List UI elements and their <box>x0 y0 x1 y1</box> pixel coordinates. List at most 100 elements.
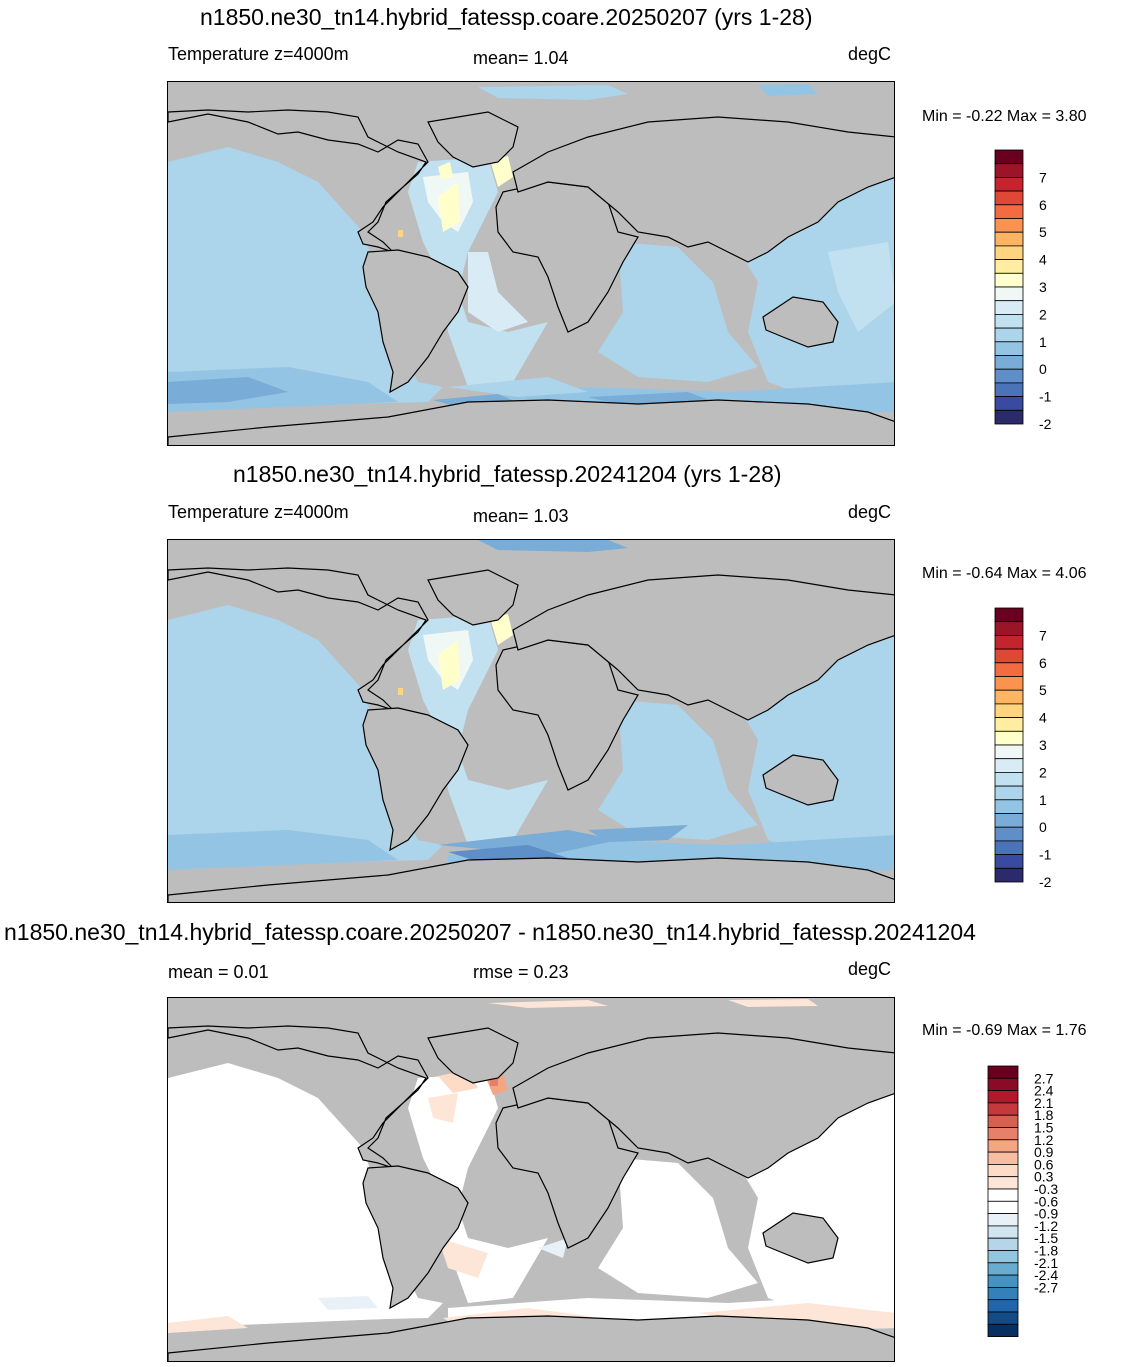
colorbar-tick-label: 3 <box>1039 279 1047 295</box>
colorbar-swatch <box>994 854 1024 869</box>
colorbar-tick-label: -0.9 <box>1034 1206 1058 1222</box>
colorbar-tick-label: 0.3 <box>1034 1169 1054 1185</box>
panel1-title: n1850.ne30_tn14.hybrid_fatessp.coare.202… <box>200 4 813 30</box>
colorbar-swatch <box>987 1225 1019 1239</box>
colorbar-tick-label: -2.1 <box>1034 1255 1058 1271</box>
colorbar-swatch <box>994 204 1024 219</box>
colorbar-tick-label: 4 <box>1039 710 1047 726</box>
panel3-units: degC <box>848 959 892 979</box>
colorbar-swatch <box>987 1090 1019 1104</box>
panel3-map <box>167 997 895 1362</box>
colorbar-tick-label: -2 <box>1039 416 1052 432</box>
colorbar-swatch <box>994 259 1024 274</box>
colorbar-swatch <box>987 1139 1019 1153</box>
colorbar-swatch <box>994 300 1024 315</box>
colorbar-swatch <box>994 149 1024 165</box>
colorbar-swatch <box>987 1114 1019 1128</box>
colorbar-swatch <box>994 409 1024 425</box>
panel3-minmax: Min = -0.69 Max = 1.76 <box>922 1022 1087 1039</box>
panel1-colorbar-svg: 7 6 5 4 3 2 1 0 -1 -2 <box>994 149 1052 432</box>
panel1-field-label: Temperature z=4000m <box>168 44 349 64</box>
colorbar-tick-label: 7 <box>1039 627 1047 643</box>
colorbar-tick-label: 1 <box>1039 334 1047 350</box>
colorbar-tick-label: 0 <box>1039 361 1047 377</box>
colorbar-swatch <box>994 676 1024 691</box>
colorbar-swatch <box>987 1176 1019 1190</box>
colorbar-swatch <box>987 1237 1019 1251</box>
colorbar-tick-label: 2.1 <box>1034 1095 1054 1111</box>
colorbar-swatch <box>994 190 1024 206</box>
panel2-units: degC <box>848 502 892 522</box>
colorbar-tick-label: 3 <box>1039 737 1047 753</box>
colorbar-tick-label: 7 <box>1039 169 1047 185</box>
colorbar-swatch <box>994 218 1024 233</box>
panel1-units: degC <box>848 44 892 64</box>
colorbar-swatch <box>994 286 1024 302</box>
panel1-colorbar: 7 6 5 4 3 2 1 0 -1 -2 <box>994 149 1065 440</box>
colorbar-swatch <box>994 313 1024 329</box>
colorbar-swatch <box>994 758 1024 773</box>
colorbar-tick-label: 2.7 <box>1034 1070 1054 1086</box>
colorbar-swatch <box>994 621 1024 636</box>
colorbar-tick-label: -2.4 <box>1034 1267 1058 1283</box>
colorbar-swatch <box>994 785 1024 801</box>
colorbar-tick-label: -1.5 <box>1034 1230 1058 1246</box>
colorbar-swatch <box>994 163 1024 178</box>
colorbar-tick-label: 0.9 <box>1034 1144 1054 1160</box>
colorbar-swatch <box>994 717 1024 732</box>
colorbar-swatch <box>994 730 1024 746</box>
colorbar-tick-label: 2 <box>1039 764 1047 780</box>
colorbar-swatch <box>994 341 1024 356</box>
panel2-colorbar-svg: 7 6 5 4 3 2 1 0 -1 -2 <box>994 607 1052 890</box>
panel3-colorbar-svg: 2.72.42.11.81.51.20.90.60.3-0.3-0.6-0.9-… <box>987 1065 1058 1337</box>
colorbar-swatch <box>994 176 1024 192</box>
colorbar-swatch <box>987 1127 1019 1141</box>
panel2-field-label: Temperature z=4000m <box>168 502 349 522</box>
panel1-mean-label: mean= 1.04 <box>473 48 569 68</box>
colorbar-swatch <box>987 1077 1019 1092</box>
panel2-continents <box>168 567 894 902</box>
colorbar-tick-label: 6 <box>1039 197 1047 213</box>
colorbar-swatch <box>994 382 1024 397</box>
colorbar-tick-label: 4 <box>1039 252 1047 268</box>
colorbar-tick-label: 2.4 <box>1034 1083 1054 1099</box>
colorbar-swatch <box>994 703 1024 719</box>
colorbar-swatch <box>994 744 1024 760</box>
colorbar-tick-label: -0.6 <box>1034 1193 1058 1209</box>
panel3-rmse-label: rmse = 0.23 <box>473 962 569 982</box>
colorbar-swatch <box>994 368 1024 384</box>
colorbar-swatch <box>994 689 1024 705</box>
colorbar-swatch <box>994 799 1024 814</box>
colorbar-swatch <box>994 662 1024 677</box>
colorbar-tick-label: 0 <box>1039 819 1047 835</box>
colorbar-swatch <box>994 272 1024 288</box>
colorbar-swatch <box>987 1323 1019 1337</box>
panel3-colorbar: 2.7 2.4 2.1 1.8 1.5 1.2 0.9 0.6 0.3 -0.3 -0.6 -0.9-… <box>987 1065 1058 1356</box>
colorbar-swatch <box>994 245 1024 261</box>
colorbar-swatch <box>994 867 1024 883</box>
colorbar-swatch <box>994 634 1024 650</box>
colorbar-swatch <box>987 1164 1019 1178</box>
colorbar-tick-label: 5 <box>1039 682 1047 698</box>
colorbar-tick-label: 1.5 <box>1034 1120 1054 1136</box>
colorbar-swatch <box>987 1299 1019 1313</box>
panel3-continents <box>168 1025 894 1361</box>
colorbar-swatch <box>994 648 1024 664</box>
colorbar-tick-label: 0.6 <box>1034 1156 1054 1172</box>
colorbar-swatch <box>987 1151 1019 1165</box>
colorbar-tick-label: -0.3 <box>1034 1181 1058 1197</box>
colorbar-tick-label: -1 <box>1039 847 1052 863</box>
colorbar-swatch <box>987 1311 1019 1325</box>
panel3-title: n1850.ne30_tn14.hybrid_fatessp.coare.202… <box>4 919 976 945</box>
panel3-mean-label: mean = 0.01 <box>168 962 269 982</box>
panel2-map <box>167 539 895 903</box>
colorbar-swatch <box>994 607 1024 623</box>
colorbar-swatch <box>987 1262 1019 1276</box>
panel2-colorbar: 7 6 5 4 3 2 1 0 -1 -2 <box>994 607 1065 898</box>
colorbar-tick-label: 1.2 <box>1034 1132 1054 1148</box>
colorbar-tick-label: -2.7 <box>1034 1279 1058 1295</box>
colorbar-tick-label: 5 <box>1039 224 1047 240</box>
colorbar-swatch <box>987 1102 1019 1116</box>
colorbar-swatch <box>994 355 1024 370</box>
panel1-continents <box>168 109 894 445</box>
